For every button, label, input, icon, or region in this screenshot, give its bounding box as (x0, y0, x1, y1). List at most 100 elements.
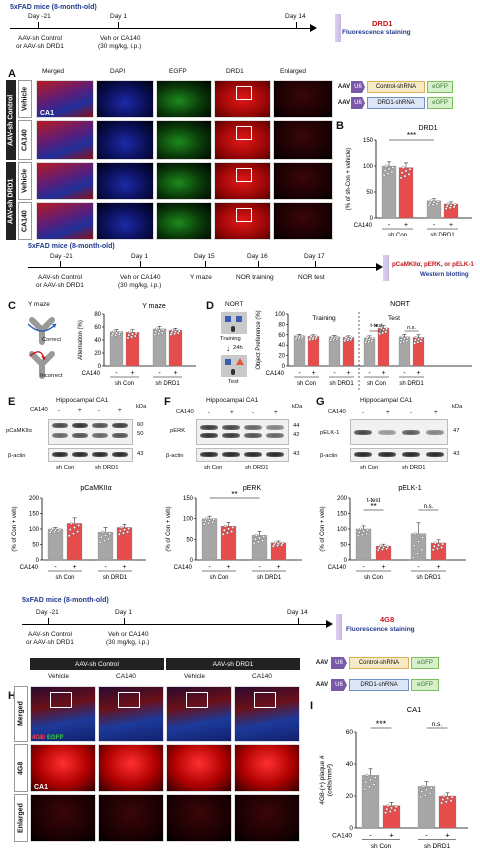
timeline-2-treatment-1: Veh or CA140 (120, 274, 161, 281)
data-point (115, 331, 118, 335)
data-point (400, 335, 404, 339)
data-point (371, 337, 374, 341)
blot-band (244, 452, 262, 457)
y-tick-label: 150 (363, 138, 374, 144)
data-point (369, 778, 372, 782)
group-label: sh Con (209, 575, 228, 581)
y-tick-label: 0 (36, 558, 40, 564)
significance-marker: * (375, 323, 378, 332)
group-label: sh DRD1 (430, 233, 455, 236)
panel-a-row-ca140-1: CA140 (18, 120, 32, 160)
data-point (413, 532, 417, 536)
y-tick-label: 60 (94, 325, 101, 331)
group-label: sh Con (371, 843, 392, 850)
data-point (385, 327, 388, 331)
data-point (126, 530, 130, 534)
data-point (262, 535, 266, 538)
panel-a-micrograph (96, 120, 154, 160)
data-point (99, 535, 103, 539)
data-point (295, 334, 299, 338)
blot-band (354, 452, 372, 457)
data-point (107, 537, 111, 541)
chart-title: CA1 (407, 705, 422, 714)
ca140-label: CA140 (82, 371, 101, 377)
data-point (336, 336, 339, 339)
data-point (366, 528, 370, 532)
panel-f-group-shdrd1: sh DRD1 (245, 465, 269, 471)
timeline-3-method: Fluorescence staining (346, 626, 415, 633)
data-point (357, 531, 361, 534)
data-point (431, 203, 435, 207)
nort-object-icon (225, 359, 231, 365)
panel-h-col-vehicle: Vehicle (184, 673, 205, 680)
data-point (448, 206, 452, 210)
timeline-1-tick (296, 22, 297, 28)
blot-band (200, 425, 218, 430)
timeline-2-day-m21: Day -21 (50, 253, 73, 260)
timeline-2-tick (60, 261, 61, 267)
data-point (204, 517, 208, 521)
data-point (108, 532, 112, 536)
y-tick-label: 20 (278, 354, 285, 360)
data-point (449, 799, 453, 803)
significance-marker: *** (376, 719, 387, 729)
data-point (446, 202, 450, 206)
panel-h-micrograph (234, 744, 300, 792)
data-point (444, 800, 448, 804)
data-point (54, 528, 57, 532)
data-point (330, 335, 334, 339)
y-tick-label: 100 (29, 527, 40, 533)
nort-test-arena (221, 355, 247, 377)
treatment-sign: + (173, 370, 177, 377)
bar (361, 775, 380, 829)
timeline-2-axis (28, 267, 376, 268)
construct-u6-promoter: U6 (331, 679, 347, 691)
ttest-label: t-test (370, 323, 383, 329)
timeline-1-day-1: Day 1 (110, 13, 127, 20)
data-point (419, 339, 423, 343)
data-point (112, 330, 116, 333)
data-point (117, 532, 121, 536)
y-axis-label: Object Preference (%) (256, 310, 262, 369)
blot-band (402, 452, 420, 457)
data-point (362, 529, 365, 533)
data-point (379, 326, 383, 330)
timeline-1-method: Fluorescence staining (342, 29, 411, 36)
data-point (221, 532, 225, 536)
bar (125, 332, 140, 367)
data-point (367, 785, 371, 789)
panel-e-band-label-1: pCaMKIIα (6, 428, 32, 434)
blot-band (52, 433, 68, 438)
nort-novel-object-icon (236, 358, 244, 365)
zoom-region-box (236, 208, 252, 222)
blot-band (222, 452, 240, 457)
data-point (123, 528, 126, 532)
data-point (365, 338, 368, 342)
data-point (428, 201, 432, 205)
treatment-sign: + (122, 564, 126, 571)
data-point (446, 796, 449, 800)
data-point (384, 330, 388, 334)
y-tick-label: 40 (346, 761, 354, 768)
data-point (133, 334, 137, 338)
zoom-region-box (50, 692, 72, 708)
data-point (364, 780, 368, 784)
mouse-icon (231, 369, 235, 375)
panel-e-blot-actin (48, 448, 133, 462)
data-point (387, 167, 391, 171)
panel-h-micrograph (30, 794, 96, 842)
data-point (390, 170, 394, 174)
treatment-sign: + (118, 407, 122, 414)
data-point (390, 806, 393, 810)
data-point (258, 536, 261, 540)
timeline-2-method: Western blotting (420, 271, 469, 278)
data-point (425, 788, 428, 792)
data-point (453, 203, 457, 207)
blot-band (92, 452, 108, 457)
group-label: sh Con (367, 381, 386, 387)
treatment-sign: - (115, 370, 118, 377)
data-point (432, 544, 436, 548)
data-point (161, 328, 165, 332)
data-point (58, 528, 62, 531)
y-tick-label: 20 (346, 793, 354, 800)
